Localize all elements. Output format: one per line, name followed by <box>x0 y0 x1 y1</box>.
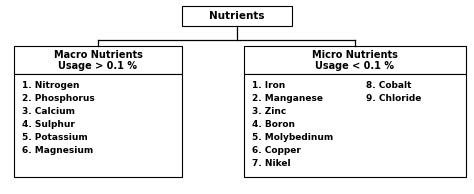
Text: 7. Nikel: 7. Nikel <box>252 159 291 168</box>
Text: 6. Copper: 6. Copper <box>252 146 301 155</box>
Text: 2. Phosphorus: 2. Phosphorus <box>22 94 95 103</box>
Text: Usage > 0.1 %: Usage > 0.1 % <box>58 61 137 71</box>
Text: 8. Cobalt: 8. Cobalt <box>366 81 411 90</box>
Text: 1. Iron: 1. Iron <box>252 81 285 90</box>
Text: Nutrients: Nutrients <box>209 11 265 21</box>
Text: 4. Sulphur: 4. Sulphur <box>22 120 75 129</box>
FancyBboxPatch shape <box>14 46 182 74</box>
Text: 4. Boron: 4. Boron <box>252 120 295 129</box>
Text: 5. Potassium: 5. Potassium <box>22 133 88 142</box>
Text: 9. Chloride: 9. Chloride <box>366 94 421 103</box>
Text: Micro Nutrients: Micro Nutrients <box>312 50 398 60</box>
Text: 5. Molybedinum: 5. Molybedinum <box>252 133 333 142</box>
Text: 3. Calcium: 3. Calcium <box>22 107 75 116</box>
FancyBboxPatch shape <box>244 46 466 74</box>
Text: 3. Zinc: 3. Zinc <box>252 107 286 116</box>
Text: 6. Magnesium: 6. Magnesium <box>22 146 93 155</box>
Text: 1. Nitrogen: 1. Nitrogen <box>22 81 80 90</box>
Text: Usage < 0.1 %: Usage < 0.1 % <box>316 61 394 71</box>
FancyBboxPatch shape <box>14 74 182 177</box>
FancyBboxPatch shape <box>244 74 466 177</box>
Text: Macro Nutrients: Macro Nutrients <box>54 50 143 60</box>
FancyBboxPatch shape <box>182 6 292 26</box>
Text: 2. Manganese: 2. Manganese <box>252 94 323 103</box>
